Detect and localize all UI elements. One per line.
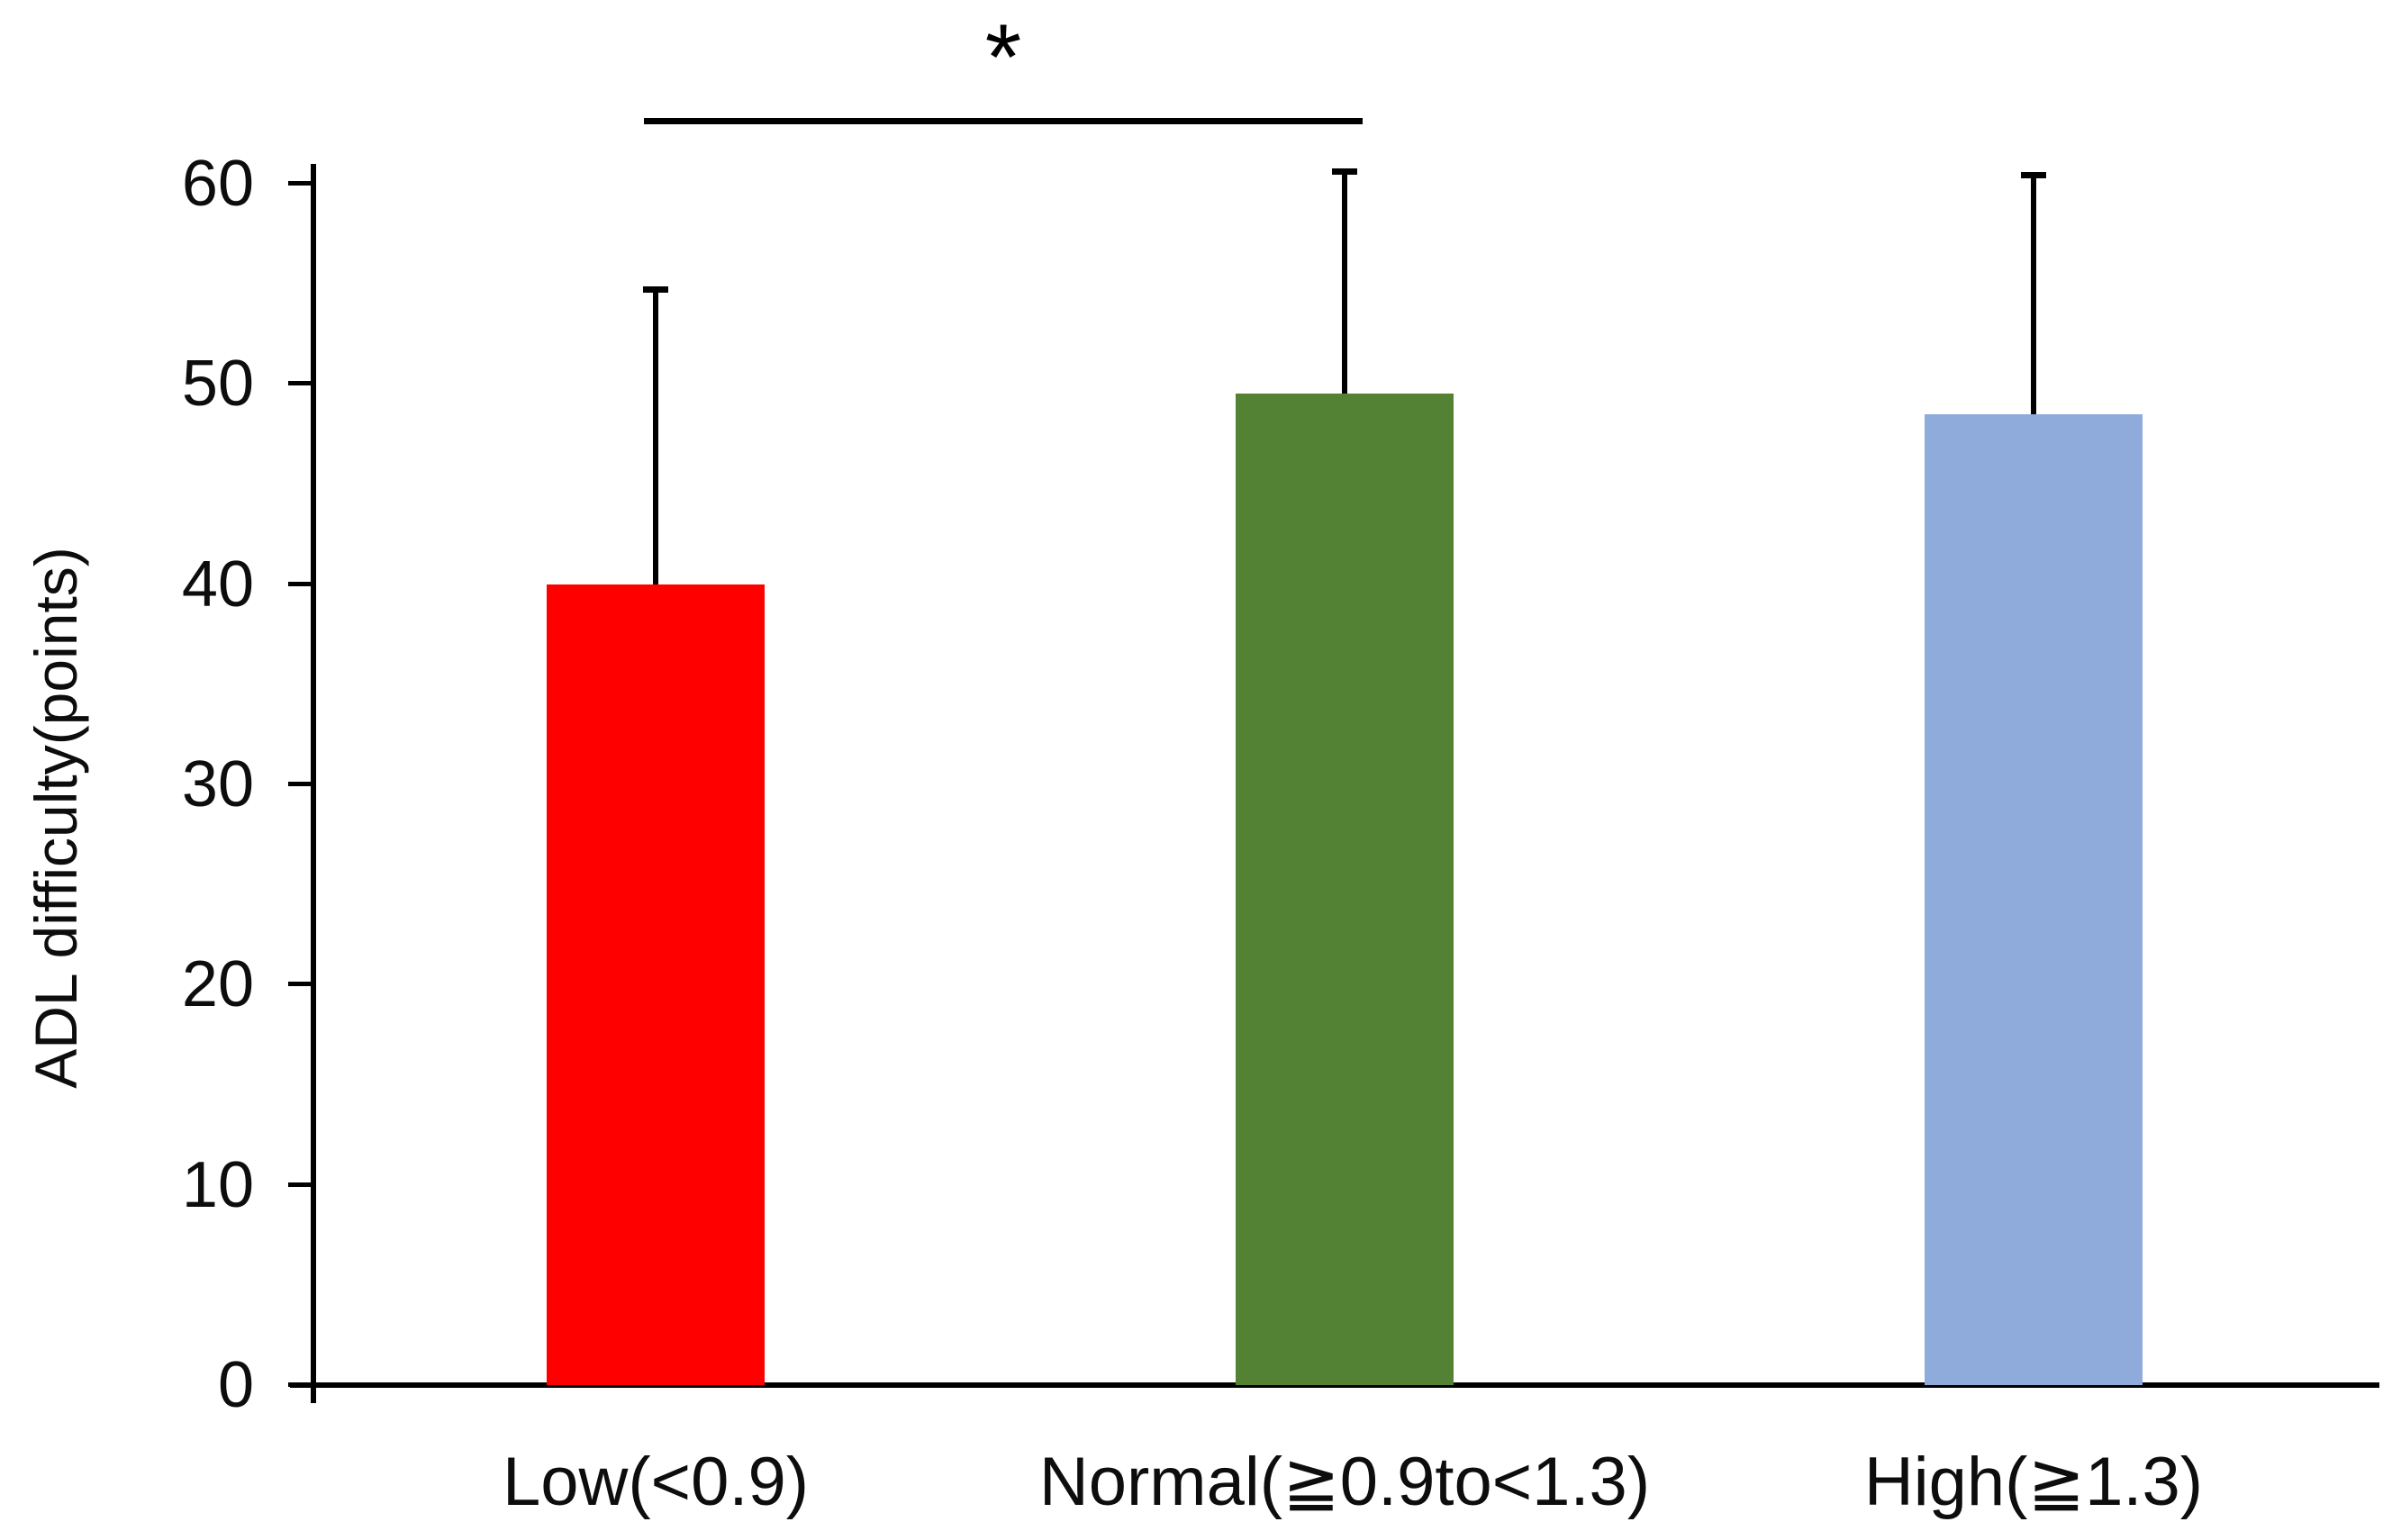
- y-tick-mark-30: [288, 782, 313, 786]
- y-tick-mark-40: [288, 581, 313, 586]
- y-tick-label-60: 60: [181, 148, 254, 220]
- error-bar-line-1: [1342, 171, 1347, 394]
- error-bar-cap-2: [2021, 172, 2046, 179]
- bar-0: [547, 584, 765, 1385]
- error-bar-line-2: [2031, 176, 2036, 414]
- x-axis-label-2: High(≧1.3): [1863, 1444, 2204, 1520]
- error-bar-cap-0: [643, 285, 668, 293]
- x-axis-label-1: Normal(≧0.9to<1.3): [1038, 1444, 1651, 1520]
- x-axis-line: [290, 1382, 2379, 1388]
- significance-asterisk: *: [984, 5, 1022, 110]
- y-tick-label-50: 50: [181, 348, 254, 421]
- bar-2: [1925, 413, 2143, 1385]
- y-axis-line: [311, 164, 316, 1403]
- y-tick-mark-20: [288, 982, 313, 987]
- y-tick-label-20: 20: [181, 948, 254, 1021]
- y-tick-mark-60: [288, 181, 313, 186]
- x-axis-label-0: Low(<0.9): [502, 1444, 810, 1520]
- y-tick-label-30: 30: [181, 748, 254, 820]
- y-tick-label-40: 40: [181, 548, 254, 621]
- y-tick-mark-50: [288, 381, 313, 386]
- y-tick-mark-10: [288, 1182, 313, 1187]
- error-bar-cap-1: [1332, 168, 1357, 175]
- y-tick-mark-0: [288, 1382, 313, 1387]
- y-tick-label-10: 10: [181, 1148, 254, 1221]
- y-axis-title: ADL difficulty(points): [23, 547, 89, 1089]
- significance-bracket-line: [644, 118, 1363, 124]
- y-tick-label-0: 0: [217, 1349, 254, 1421]
- error-bar-line-0: [653, 289, 658, 584]
- bar-1: [1236, 394, 1454, 1385]
